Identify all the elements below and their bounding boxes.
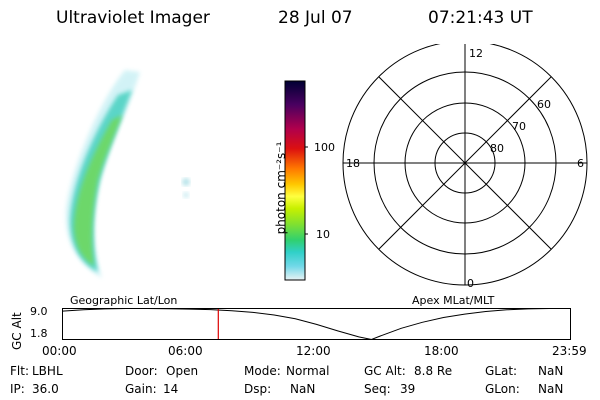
seq-label: Seq: [364, 382, 391, 396]
mlt-label-12: 12 [469, 47, 483, 60]
colorbar-unit-label: photon cm⁻²s⁻¹ [274, 141, 288, 235]
time-label: 07:21:43 UT [428, 8, 533, 28]
altitude-xtick-2: 12:00 [296, 344, 331, 358]
gain-label: Gain: [125, 382, 157, 396]
lat-label-70: 70 [512, 120, 526, 133]
instrument-title: Ultraviolet Imager [56, 8, 210, 28]
door-label: Door: [125, 364, 158, 378]
altitude-strip-chart [62, 308, 571, 341]
altitude-ytick-high: 9.0 [30, 305, 48, 318]
mlt-label-6: 6 [577, 157, 584, 170]
mode-label: Mode: [244, 364, 281, 378]
door-value: Open [166, 364, 199, 378]
date-label: 28 Jul 07 [278, 8, 353, 28]
geographic-panel-label: Geographic Lat/Lon [70, 294, 178, 307]
colorbar-tick-10: 10 [316, 228, 330, 241]
lat-label-60: 60 [537, 98, 551, 111]
altitude-xtick-1: 06:00 [168, 344, 203, 358]
altitude-xtick-4: 23:59 [552, 344, 587, 358]
altitude-xtick-0: 00:00 [42, 344, 77, 358]
gain-value: 14 [163, 382, 179, 396]
ip-label: IP: [10, 382, 25, 396]
filter-value: LBHL [32, 364, 63, 378]
ip-value: 36.0 [32, 382, 59, 396]
glat-label: GLat: [485, 364, 518, 378]
auroral-image-geographic [65, 70, 190, 278]
colorbar [284, 80, 308, 281]
gc-alt-value: 8.8 Re [414, 364, 453, 378]
seq-value: 39 [400, 382, 416, 396]
apex-panel-label: Apex MLat/MLT [412, 294, 495, 307]
polar-plot [342, 44, 588, 286]
gc-alt-label: GC Alt: [364, 364, 406, 378]
altitude-xtick-3: 18:00 [424, 344, 459, 358]
altitude-ytick-low: 1.8 [30, 327, 48, 340]
mlt-label-0: 0 [467, 277, 474, 290]
glon-label: GLon: [485, 382, 520, 396]
dsp-label: Dsp: [244, 382, 272, 396]
dsp-value: NaN [290, 382, 316, 396]
mode-value: Normal [286, 364, 330, 378]
glon-value: NaN [538, 382, 564, 396]
glat-value: NaN [538, 364, 564, 378]
mlt-label-18: 18 [346, 157, 360, 170]
colorbar-tick-100: 100 [314, 141, 335, 154]
altitude-ylabel: GC Alt [10, 312, 24, 350]
lat-label-80: 80 [490, 142, 504, 155]
filter-label: Flt: [10, 364, 29, 378]
altitude-series-line [62, 308, 571, 341]
